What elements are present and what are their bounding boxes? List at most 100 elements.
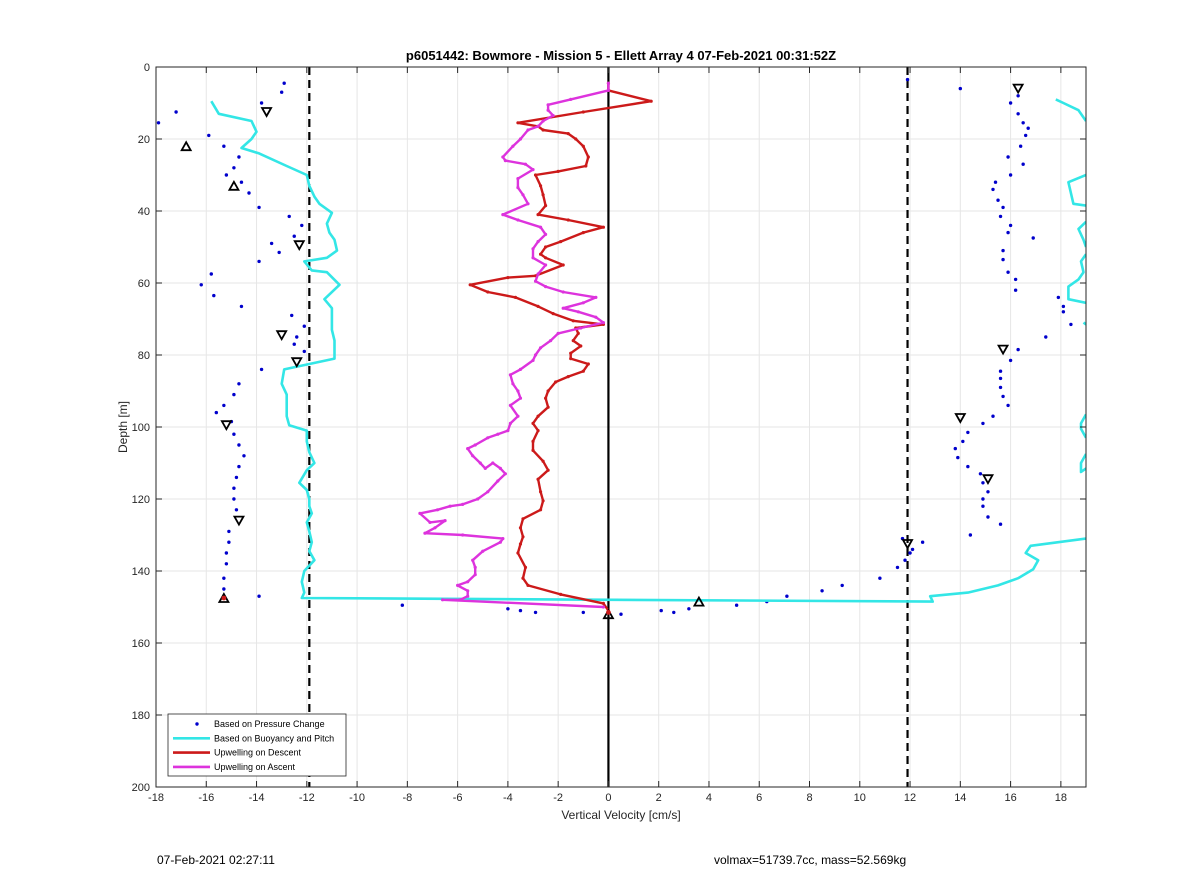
- pressure-point: [785, 594, 789, 598]
- series-point-upwelling-on-descent: [554, 380, 558, 384]
- series-point-upwelling-on-ascent: [466, 589, 470, 593]
- pressure-point: [259, 367, 264, 372]
- series-point-upwelling-on-ascent: [508, 373, 513, 377]
- series-point-upwelling-on-descent: [569, 357, 573, 361]
- series-point-upwelling-on-ascent: [516, 186, 520, 190]
- triangle-down-marker: [260, 107, 273, 118]
- series-point-upwelling-on-descent: [581, 110, 585, 114]
- pressure-point: [956, 455, 960, 460]
- pressure-point: [1061, 310, 1066, 314]
- pressure-point: [257, 594, 261, 598]
- series-line-based-on-buoyancy-and-pitch: [1067, 253, 1086, 305]
- pressure-point: [908, 551, 912, 555]
- pressure-point: [953, 446, 957, 451]
- series-point-upwelling-on-descent: [518, 542, 523, 546]
- series-point-upwelling-on-ascent: [533, 279, 538, 283]
- series-point-upwelling-on-descent: [576, 331, 580, 335]
- pressure-point: [242, 454, 246, 458]
- triangle-down-marker: [1012, 83, 1025, 95]
- pressure-point: [659, 608, 663, 613]
- series-point-upwelling-on-ascent: [473, 565, 477, 570]
- series-point-upwelling-on-descent: [536, 304, 540, 308]
- series-point-upwelling-on-ascent: [518, 396, 523, 400]
- pressure-point: [998, 369, 1003, 373]
- pressure-point: [227, 540, 231, 544]
- series-point-upwelling-on-ascent: [458, 598, 462, 602]
- series-point-upwelling-on-descent: [541, 128, 545, 132]
- series-point-upwelling-on-ascent: [423, 531, 427, 535]
- series-point-upwelling-on-ascent: [461, 502, 465, 506]
- y-tick-label: 40: [138, 206, 150, 218]
- series-point-upwelling-on-descent: [543, 204, 548, 208]
- pressure-point: [232, 392, 236, 397]
- series-point-upwelling-on-ascent: [594, 315, 598, 319]
- pressure-point: [968, 533, 973, 537]
- series-point-upwelling-on-ascent: [516, 218, 520, 222]
- x-tick-label: -6: [453, 792, 463, 804]
- pressure-point: [978, 472, 983, 476]
- pressure-point: [1021, 162, 1025, 166]
- series-point-upwelling-on-ascent: [508, 403, 513, 407]
- pressure-point: [895, 565, 900, 570]
- series-point-upwelling-on-ascent: [428, 520, 432, 525]
- pressure-point: [903, 558, 907, 562]
- series-point-upwelling-on-descent: [566, 218, 570, 222]
- pressure-point: [619, 612, 623, 616]
- series-point-upwelling-on-ascent: [461, 533, 465, 537]
- pressure-point: [224, 551, 229, 555]
- series-point-upwelling-on-ascent: [501, 537, 505, 541]
- pressure-point: [232, 166, 236, 170]
- pressure-point: [212, 293, 216, 298]
- series-point-upwelling-on-descent: [531, 439, 535, 443]
- series-point-upwelling-on-ascent: [503, 472, 507, 476]
- pressure-point: [998, 214, 1003, 219]
- legend-label: Upwelling on Descent: [214, 748, 302, 758]
- pressure-point: [234, 508, 239, 512]
- pressure-point: [1008, 223, 1013, 228]
- series-point-upwelling-on-descent: [586, 155, 590, 159]
- x-tick-label: 14: [954, 792, 966, 804]
- pressure-point: [961, 439, 965, 444]
- x-tick-label: -2: [553, 792, 563, 804]
- pressure-point: [910, 547, 915, 552]
- series-point-upwelling-on-descent: [536, 414, 540, 418]
- pressure-point: [234, 475, 239, 480]
- series-point-upwelling-on-ascent: [466, 580, 470, 584]
- pressure-point: [1021, 121, 1025, 125]
- series-point-upwelling-on-descent: [543, 396, 548, 400]
- pressure-point: [672, 610, 676, 615]
- x-tick-label: 10: [854, 792, 866, 804]
- pressure-point: [1016, 112, 1020, 116]
- x-tick-label: -8: [402, 792, 412, 804]
- x-axis-label: Vertical Velocity [cm/s]: [561, 808, 680, 822]
- pressure-point: [920, 540, 925, 544]
- x-tick-label: 16: [1004, 792, 1016, 804]
- series-point-upwelling-on-ascent: [473, 573, 477, 577]
- series-point-upwelling-on-descent: [468, 283, 472, 287]
- pressure-point: [840, 583, 844, 588]
- pressure-point: [237, 464, 241, 469]
- series-point-upwelling-on-descent: [546, 468, 550, 472]
- pressure-point: [227, 529, 231, 534]
- pressure-point: [1001, 248, 1005, 253]
- series-point-upwelling-on-ascent: [549, 339, 553, 343]
- pressure-point: [279, 90, 284, 94]
- series-point-upwelling-on-descent: [531, 421, 535, 425]
- red-marker: [221, 595, 227, 601]
- triangle-down-marker: [275, 330, 288, 342]
- series-point-upwelling-on-descent: [649, 99, 653, 103]
- triangle-down-marker: [954, 413, 967, 424]
- triangle-down-marker: [901, 539, 914, 550]
- series-point-upwelling-on-descent: [579, 344, 583, 348]
- x-tick-label: 6: [756, 792, 762, 804]
- pressure-point: [1023, 133, 1028, 138]
- series-point-upwelling-on-ascent: [543, 285, 548, 289]
- pressure-point: [1018, 144, 1023, 148]
- series-point-upwelling-on-descent: [538, 508, 543, 512]
- footer-timestamp: 07-Feb-2021 02:27:11: [157, 853, 275, 867]
- series-point-upwelling-on-descent: [566, 132, 570, 136]
- pressure-point: [1013, 277, 1018, 282]
- x-tick-label: 4: [706, 792, 712, 804]
- series-point-upwelling-on-ascent: [546, 108, 550, 112]
- x-tick-label: 18: [1055, 792, 1067, 804]
